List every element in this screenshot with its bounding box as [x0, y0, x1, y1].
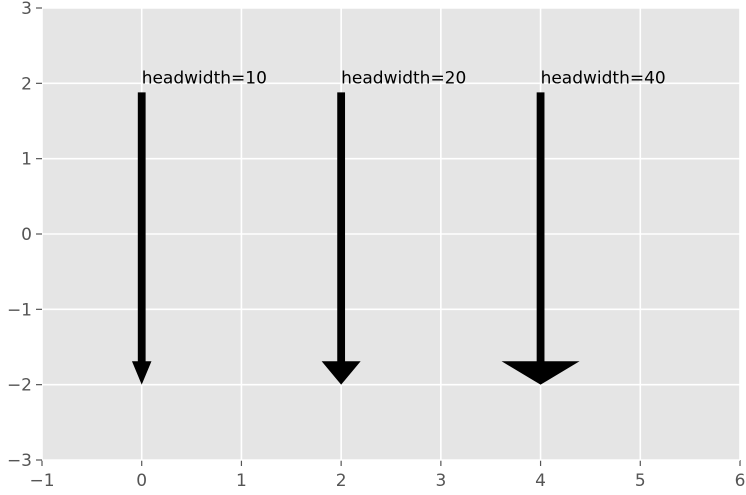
y-tick-label: 2 — [21, 74, 32, 94]
y-tick-label: 3 — [21, 0, 32, 19]
y-tick-label: −2 — [7, 376, 32, 396]
x-tick-label: 6 — [735, 471, 746, 491]
x-tick-label: 0 — [136, 471, 147, 491]
y-tick-label: 0 — [21, 225, 32, 245]
y-tick-label: −3 — [7, 451, 32, 471]
x-tick-label: 1 — [236, 471, 247, 491]
x-tick-label: −1 — [29, 471, 54, 491]
x-tick-label: 2 — [336, 471, 347, 491]
x-tick-label: 5 — [635, 471, 646, 491]
annotation-text: headwidth=20 — [341, 68, 466, 88]
annotation-text: headwidth=10 — [142, 68, 267, 88]
y-tick-label: 1 — [21, 150, 32, 170]
annotation-text: headwidth=40 — [541, 68, 666, 88]
arrow — [131, 92, 152, 385]
x-tick-label: 3 — [435, 471, 446, 491]
arrow — [501, 92, 580, 385]
arrow — [321, 92, 361, 385]
y-tick-label: −1 — [7, 300, 32, 320]
x-tick-label: 4 — [535, 471, 546, 491]
